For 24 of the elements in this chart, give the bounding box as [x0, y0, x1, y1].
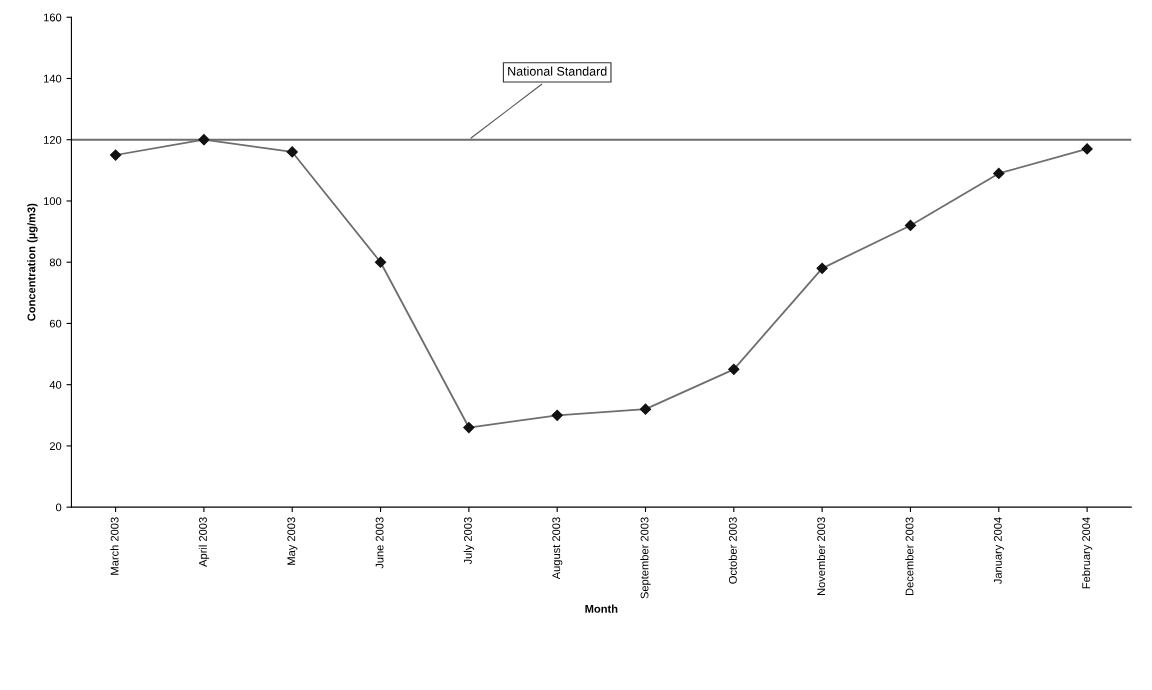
y-tick-label: 40 [49, 380, 62, 389]
x-tick-label: February 2004 [1081, 517, 1093, 589]
x-tick-label: July 2003 [463, 517, 475, 565]
x-tick-label: September 2003 [640, 517, 651, 599]
y-tick-label: 0 [55, 503, 62, 512]
x-tick-label: August 2003 [552, 517, 563, 580]
x-tick-label: October 2003 [728, 517, 737, 584]
x-tick-label: June 2003 [375, 517, 384, 569]
y-tick-label: 20 [49, 442, 62, 451]
x-tick-label: May 2003 [287, 517, 298, 565]
x-tick-label: March 2003 [110, 517, 119, 575]
x-tick-label: January 2004 [993, 517, 1004, 585]
y-tick-label: 60 [49, 319, 62, 328]
y-tick-label: 140 [44, 74, 62, 83]
y-tick-label: 100 [44, 197, 62, 206]
y-tick-label: 120 [44, 135, 62, 144]
annotation: National Standard [508, 66, 607, 76]
y-axis-title: Concentration (µg/m3) [27, 203, 38, 321]
x-tick-label: November 2003 [816, 517, 826, 596]
y-tick-label: 80 [49, 258, 62, 267]
y-tick-label: 160 [44, 13, 62, 22]
x-tick-label: December 2003 [905, 517, 914, 596]
x-tick-label: April 2003 [198, 517, 210, 567]
x-axis-title: Month [585, 604, 618, 613]
